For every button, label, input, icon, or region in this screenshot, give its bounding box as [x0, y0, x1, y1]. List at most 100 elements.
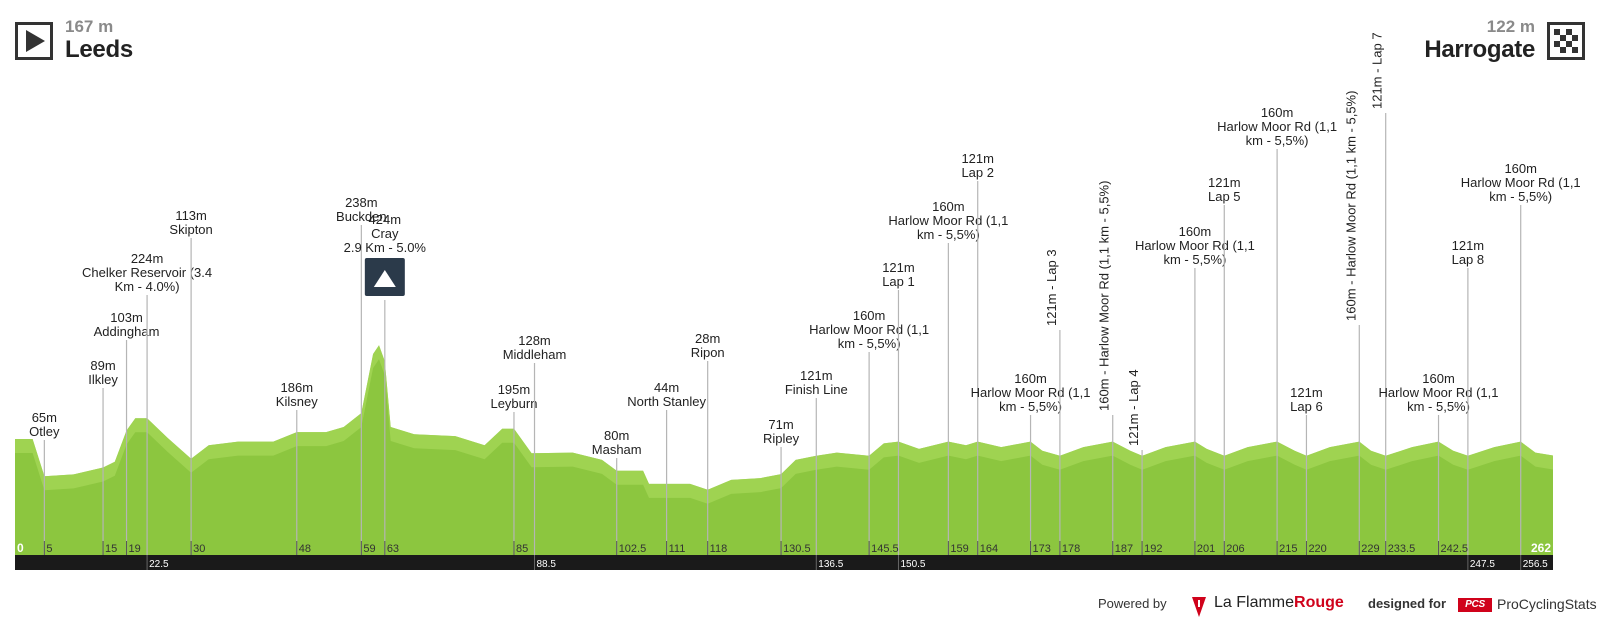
marker-label: Harlow Moor Rd (1,1 [971, 385, 1091, 400]
marker-label: Harlow Moor Rd (1,1 [1379, 385, 1499, 400]
marker-label: 160m - Harlow Moor Rd (1,1 km - 5,5%) [1343, 91, 1358, 321]
km-tick-label: 206 [1226, 543, 1244, 555]
marker-label: 121m - Lap 7 [1370, 32, 1385, 109]
km-tick-label: 229 [1361, 543, 1379, 555]
marker-label: Km - 4.0%) [115, 279, 180, 294]
km-tick-label: 118 [710, 543, 728, 555]
km-tick-label: 136.5 [818, 559, 843, 570]
marker-label: Addingham [94, 324, 160, 339]
km-tick-label: 220 [1308, 543, 1326, 555]
stage-profile-chart: 65mOtley89mIlkley103mAddingham224mChelke… [15, 32, 1581, 570]
pcs-logo-badge: PCS [1458, 598, 1492, 612]
marker-label: 28m [695, 331, 720, 346]
km-tick-label: 164 [980, 543, 998, 555]
marker-label: Harlow Moor Rd (1,1 [1461, 175, 1581, 190]
km-tick-label: 233.5 [1388, 543, 1416, 555]
marker-label: Middleham [503, 347, 567, 362]
marker-label: 160m [853, 308, 886, 323]
km-tick-label: 242.5 [1441, 543, 1469, 555]
finish-city: Harrogate [1424, 36, 1535, 63]
km-tick-label: 159 [950, 543, 968, 555]
marker-label: Chelker Reservoir (3.4 [82, 265, 212, 280]
marker-label: Skipton [169, 222, 212, 237]
km-tick-label: 0 [17, 541, 24, 555]
marker-label: Lap 1 [882, 274, 915, 289]
marker-label: 160m [1422, 371, 1455, 386]
marker-label: 121m - Lap 4 [1126, 369, 1141, 446]
marker-label: 121m [1290, 385, 1323, 400]
mountain-icon [373, 270, 396, 287]
km-tick-label: 201 [1197, 543, 1215, 555]
km-tick-label: 63 [387, 543, 399, 555]
marker-label: 44m [654, 380, 679, 395]
marker-label: 80m [604, 428, 629, 443]
marker-229: 160m - Harlow Moor Rd (1,1 km - 5,5%) [1343, 91, 1360, 555]
flame-logo-icon [1192, 597, 1206, 617]
marker-label: 128m [518, 333, 551, 348]
marker-label: 160m [1179, 224, 1212, 239]
marker-label: km - 5,5%) [1489, 189, 1552, 204]
marker-label: Harlow Moor Rd (1,1 [809, 322, 929, 337]
brand-name-a: La Flamme [1214, 594, 1295, 611]
marker-233.5: 121m - Lap 7 [1370, 32, 1387, 555]
marker-label: 160m [1504, 161, 1537, 176]
marker-label: 238m [345, 195, 378, 210]
procyclingstats-link[interactable]: ProCyclingStats [1497, 596, 1597, 612]
marker-label: Lap 5 [1208, 189, 1241, 204]
marker-label: Harlow Moor Rd (1,1 [888, 213, 1008, 228]
powered-by-label: Powered by [1098, 596, 1167, 611]
km-tick-label: 22.5 [149, 559, 169, 570]
la-flamme-rouge-logo[interactable]: La FlammeRouge [1214, 594, 1344, 612]
marker-label: North Stanley [627, 394, 706, 409]
km-tick-label: 59 [363, 543, 375, 555]
marker-label: Harlow Moor Rd (1,1 [1217, 119, 1337, 134]
marker-label: km - 5,5%) [1407, 399, 1470, 414]
km-tick-label: 178 [1062, 543, 1080, 555]
checkered-flag-icon [1547, 22, 1585, 60]
km-tick-label: 88.5 [537, 559, 557, 570]
km-tick-label: 15 [105, 543, 117, 555]
marker-label: Otley [29, 424, 60, 439]
km-tick-label: 247.5 [1470, 559, 1495, 570]
marker-label: 65m [32, 410, 57, 425]
marker-label: 2.9 Km - 5.0% [344, 240, 427, 255]
marker-192: 121m - Lap 4 [1126, 369, 1143, 555]
marker-label: 160m - Harlow Moor Rd (1,1 km - 5,5%) [1097, 181, 1112, 411]
designed-for-label: designed for [1368, 596, 1447, 611]
marker-label: 121m [1452, 238, 1485, 253]
marker-label: 160m [1261, 105, 1294, 120]
km-tick-label: 30 [193, 543, 205, 555]
marker-label: 224m [131, 251, 164, 266]
km-tick-label: 173 [1033, 543, 1051, 555]
marker-label: 160m [932, 199, 965, 214]
marker-label: Leyburn [490, 396, 537, 411]
km-tick-label: 111 [669, 543, 686, 555]
elevation-area [15, 345, 1553, 555]
marker-label: Harlow Moor Rd (1,1 [1135, 238, 1255, 253]
km-tick-label: 19 [129, 543, 141, 555]
marker-label: Ripley [763, 431, 800, 446]
marker-label: km - 5,5%) [999, 399, 1062, 414]
marker-label: 89m [90, 358, 115, 373]
marker-label: 121m [800, 368, 833, 383]
